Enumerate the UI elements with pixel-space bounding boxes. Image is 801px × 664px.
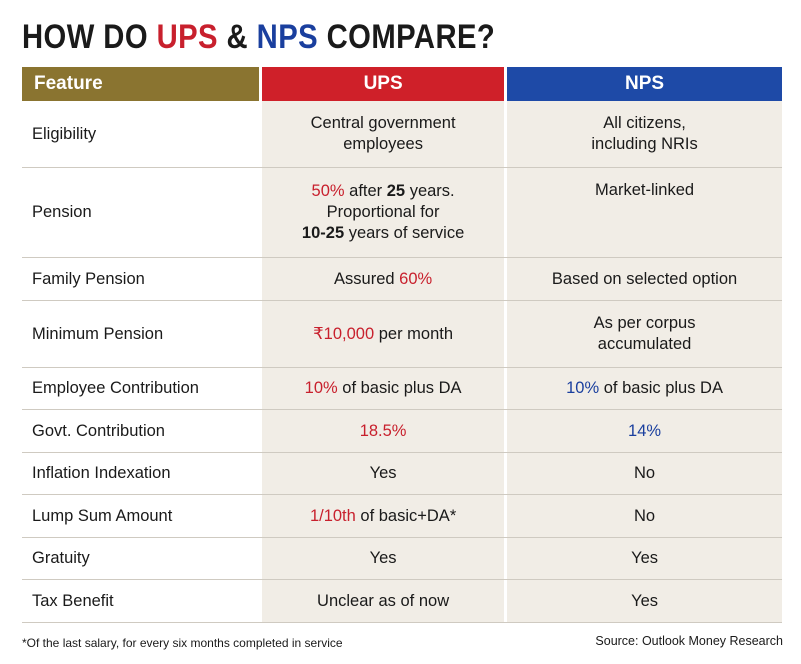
table-header: Feature UPS NPS [22, 67, 782, 101]
ups-cell: 10% of basic plus DA [262, 368, 505, 409]
nps-line: including NRIs [591, 135, 698, 153]
nps-cell: No [507, 453, 782, 494]
ups-line: Proportional for [326, 203, 440, 221]
table-row: Tax Benefit Unclear as of now Yes [22, 580, 782, 623]
comparison-table: Feature UPS NPS Eligibility Central gove… [22, 67, 782, 623]
header-nps: NPS [507, 67, 782, 101]
ups-text: Assured [334, 269, 400, 288]
page-title: HOW DO UPS & NPS COMPARE? [22, 18, 495, 57]
feature-cell: Eligibility [32, 124, 97, 143]
ups-cell: 1/10th of basic+DA* [262, 495, 505, 537]
source-credit: Source: Outlook Money Research [595, 634, 783, 648]
ups-highlight: 10% [304, 379, 338, 397]
nps-highlight: 10% [566, 379, 600, 397]
table-row: Pension 50% after 25 years. Proportional… [22, 168, 782, 258]
nps-cell: 14% [507, 410, 782, 452]
nps-cell: As per corpus accumulated [507, 301, 782, 367]
ups-text: years of service [344, 224, 465, 242]
table-row: Family Pension Assured 60% Based on sele… [22, 258, 782, 301]
table-row: Minimum Pension ₹10,000 per month As per… [22, 301, 782, 368]
ups-text: years. [405, 182, 455, 200]
ups-highlight: 60% [399, 269, 433, 288]
title-prefix: HOW DO [22, 18, 157, 56]
header-ups: UPS [262, 67, 505, 101]
nps-cell: Market-linked [507, 168, 782, 257]
ups-bold: 25 [386, 182, 406, 200]
ups-highlight: 1/10th [309, 506, 356, 525]
table-row: Lump Sum Amount 1/10th of basic+DA* No [22, 495, 782, 538]
nps-cell: No [507, 495, 782, 537]
feature-cell: Tax Benefit [32, 591, 114, 610]
ups-text: of basic plus DA [337, 379, 462, 397]
feature-cell: Inflation Indexation [32, 464, 171, 482]
ups-cell: Assured 60% [262, 258, 505, 300]
feature-cell: Govt. Contribution [32, 421, 165, 440]
ups-cell: ₹10,000 per month [262, 301, 505, 367]
table-row: Gratuity Yes Yes [22, 538, 782, 580]
nps-cell: Yes [507, 538, 782, 579]
title-suffix: COMPARE? [318, 18, 496, 56]
ups-cell: Yes [262, 453, 505, 494]
header-feature: Feature [22, 67, 260, 101]
title-nps: NPS [256, 18, 319, 56]
feature-cell: Minimum Pension [32, 324, 164, 343]
feature-cell: Pension [32, 203, 92, 221]
ups-text: per month [374, 324, 454, 343]
ups-cell: Central government employees [262, 101, 505, 167]
feature-cell: Lump Sum Amount [32, 506, 173, 525]
ups-highlight: ₹10,000 [313, 324, 375, 343]
nps-line: As per corpus [593, 314, 696, 332]
ups-text: of basic+DA* [355, 506, 457, 525]
nps-line: All citizens, [603, 114, 686, 132]
nps-cell: All citizens, including NRIs [507, 101, 782, 167]
feature-cell: Family Pension [32, 269, 145, 288]
ups-bold: 10-25 [301, 224, 345, 242]
nps-cell: Based on selected option [507, 258, 782, 300]
ups-cell: Yes [262, 538, 505, 579]
table-row: Employee Contribution 10% of basic plus … [22, 368, 782, 410]
title-amp: & [217, 18, 257, 56]
title-ups: UPS [156, 18, 218, 56]
ups-cell: 18.5% [262, 410, 505, 452]
nps-cell: Yes [507, 580, 782, 622]
nps-cell: 10% of basic plus DA [507, 368, 782, 409]
ups-text: after [344, 182, 387, 200]
feature-cell: Employee Contribution [32, 379, 199, 397]
ups-cell: 50% after 25 years. Proportional for 10-… [262, 168, 505, 257]
nps-line: accumulated [597, 335, 692, 353]
ups-highlight: 50% [311, 182, 345, 200]
table-row: Eligibility Central government employees … [22, 101, 782, 168]
table-row: Inflation Indexation Yes No [22, 453, 782, 495]
ups-line: employees [343, 135, 423, 153]
footnote: *Of the last salary, for every six month… [22, 636, 343, 650]
ups-cell: Unclear as of now [262, 580, 505, 622]
table-row: Govt. Contribution 18.5% 14% [22, 410, 782, 453]
feature-cell: Gratuity [32, 549, 90, 567]
nps-text: of basic plus DA [599, 379, 723, 397]
ups-line: Central government [310, 114, 456, 132]
